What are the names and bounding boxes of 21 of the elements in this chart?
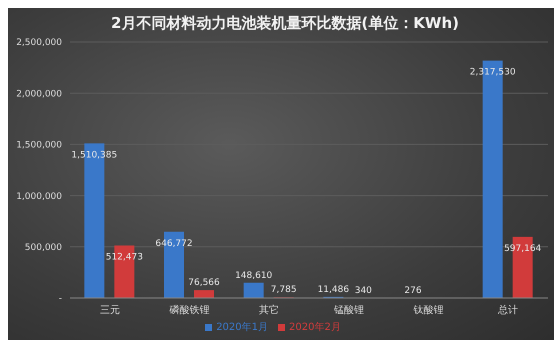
x-tick-label: 钛酸锂 — [412, 304, 444, 316]
legend-label: 2020年1月 — [216, 322, 268, 333]
y-tick-label: - — [58, 294, 62, 304]
data-label: 7,785 — [270, 285, 297, 296]
x-tick-label: 磷酸铁锂 — [168, 304, 210, 316]
x-tick-label: 三元 — [100, 305, 120, 316]
legend-label: 2020年2月 — [289, 322, 341, 333]
y-tick-label: 500,000 — [24, 242, 62, 253]
data-label: 340 — [354, 286, 372, 296]
x-tick-label: 锰酸锂 — [332, 304, 364, 316]
y-tick-label: 2,000,000 — [16, 89, 62, 100]
data-label: 148,610 — [235, 270, 273, 281]
data-label: 276 — [404, 286, 422, 296]
x-tick-label: 其它 — [259, 304, 280, 316]
data-label: 76,566 — [188, 278, 220, 288]
y-tick-label: 2,500,000 — [16, 38, 62, 48]
chart-title: 2月不同材料动力电池装机量环比数据(单位：KWh) — [110, 14, 460, 33]
data-label: 11,486 — [318, 284, 350, 295]
x-tick-label: 总计 — [497, 304, 518, 316]
y-tick-label: 1,500,000 — [16, 140, 62, 151]
y-tick-label: 1,000,000 — [16, 192, 62, 202]
